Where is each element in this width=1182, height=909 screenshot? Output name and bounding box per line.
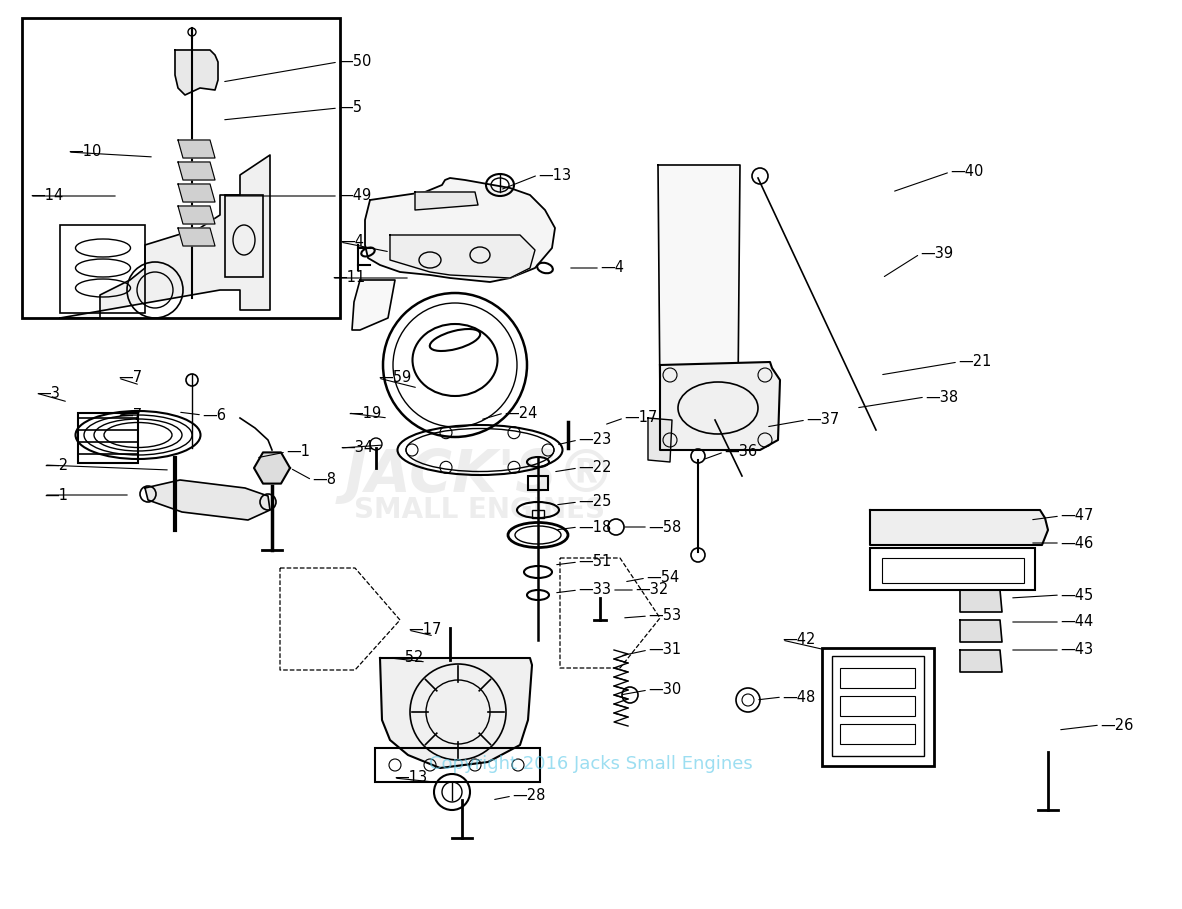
Text: —13: —13 (538, 167, 571, 183)
Text: —51: —51 (578, 554, 611, 570)
Text: —49: —49 (338, 188, 371, 204)
Text: —30: —30 (648, 683, 681, 697)
Bar (60, 225, 145, 313)
Polygon shape (178, 162, 215, 180)
Bar (22, 18, 340, 318)
Text: —37: —37 (806, 413, 839, 427)
Bar (840, 668, 915, 688)
Text: —4: —4 (340, 235, 364, 249)
Text: —43: —43 (1060, 643, 1093, 657)
Polygon shape (178, 206, 215, 224)
Text: —53: —53 (648, 608, 681, 624)
Polygon shape (960, 620, 1002, 642)
Text: —10: —10 (69, 145, 102, 159)
Text: —3: —3 (35, 385, 60, 401)
Text: —24: —24 (504, 405, 538, 421)
Polygon shape (379, 658, 532, 768)
Text: —23: —23 (578, 433, 611, 447)
Polygon shape (365, 178, 556, 282)
Text: SMALL ENGINES: SMALL ENGINES (355, 496, 605, 524)
Text: —32: —32 (635, 583, 668, 597)
Bar (225, 195, 264, 277)
Text: —11: —11 (332, 271, 365, 285)
Bar (840, 724, 915, 744)
Text: —40: —40 (950, 165, 983, 179)
Polygon shape (175, 50, 217, 95)
Polygon shape (648, 418, 673, 462)
Bar (78, 413, 138, 463)
Text: —45: —45 (1060, 587, 1093, 603)
Text: —7: —7 (118, 407, 142, 423)
Polygon shape (960, 650, 1002, 672)
Text: —28: —28 (512, 788, 545, 804)
Bar (840, 696, 915, 716)
Text: —34: —34 (340, 441, 374, 455)
Bar (821, 648, 934, 766)
Polygon shape (390, 235, 535, 278)
Text: —26: —26 (1100, 717, 1134, 733)
Text: —19: —19 (348, 405, 382, 421)
Text: —25: —25 (578, 494, 611, 510)
Text: JACK'S®: JACK'S® (344, 446, 616, 504)
Text: —1: —1 (286, 445, 310, 460)
Polygon shape (960, 590, 1002, 612)
Text: —44: —44 (1060, 614, 1093, 630)
Text: —14: —14 (30, 188, 64, 204)
Polygon shape (178, 184, 215, 202)
Text: —6: —6 (202, 407, 226, 423)
Polygon shape (60, 155, 269, 318)
Text: —5: —5 (338, 101, 362, 115)
Text: —17: —17 (408, 623, 441, 637)
Text: —58: —58 (648, 520, 681, 534)
Text: —1: —1 (44, 487, 69, 503)
Text: —36: —36 (725, 445, 758, 460)
Text: —31: —31 (648, 643, 681, 657)
Text: —2: —2 (44, 457, 69, 473)
Bar (532, 510, 544, 518)
Text: —59: —59 (378, 371, 411, 385)
Text: —8: —8 (312, 473, 336, 487)
Polygon shape (352, 280, 395, 330)
Text: —33: —33 (578, 583, 611, 597)
Polygon shape (660, 362, 780, 450)
Polygon shape (178, 140, 215, 158)
Bar (832, 656, 924, 756)
Bar (375, 748, 540, 782)
Text: —22: —22 (578, 461, 611, 475)
Polygon shape (658, 165, 740, 400)
Polygon shape (254, 453, 290, 484)
Text: —46: —46 (1060, 535, 1093, 551)
Polygon shape (178, 228, 215, 246)
Polygon shape (415, 192, 478, 210)
Bar (882, 558, 1024, 583)
Text: —7: —7 (118, 371, 142, 385)
Text: —38: —38 (926, 389, 959, 405)
Text: —50: —50 (338, 55, 371, 69)
Text: Copyright 2016 Jacks Small Engines: Copyright 2016 Jacks Small Engines (429, 754, 753, 773)
Text: —4: —4 (600, 261, 624, 275)
Text: —39: —39 (920, 246, 953, 262)
Text: —52: —52 (390, 651, 423, 665)
Text: —48: —48 (782, 690, 816, 704)
Text: —47: —47 (1060, 508, 1093, 524)
Text: —42: —42 (782, 633, 816, 647)
Polygon shape (145, 480, 269, 520)
Text: —13: —13 (394, 771, 427, 785)
Bar (870, 548, 1035, 590)
Bar (528, 476, 548, 490)
Text: —21: —21 (957, 355, 992, 369)
Text: —54: —54 (647, 571, 680, 585)
Polygon shape (870, 510, 1048, 545)
Text: —17: —17 (624, 411, 657, 425)
Text: —18: —18 (578, 520, 611, 534)
